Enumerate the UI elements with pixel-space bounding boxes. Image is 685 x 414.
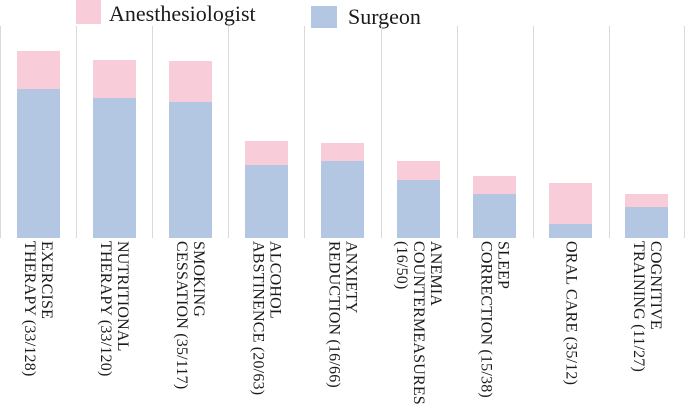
- x-axis-label: SMOKING CESSATION (35/117): [173, 241, 208, 390]
- bar-segment-surgeon: [473, 193, 517, 238]
- gridline: [228, 26, 229, 238]
- bar-segment-surgeon: [244, 164, 288, 238]
- bar-segment-surgeon: [92, 98, 136, 238]
- bar-segment-surgeon: [625, 206, 669, 238]
- bar-segment-surgeon: [397, 179, 441, 238]
- x-axis-label-column: ALCOHOL ABSTINENCE (20/63): [228, 238, 304, 414]
- plot-area: [0, 26, 685, 238]
- bar-segment-surgeon: [549, 224, 593, 238]
- bar-segment-anesthesiologist: [473, 176, 517, 194]
- x-axis-labels: EXERCISE THERAPY (33/128) NUTRITIONAL THE…: [0, 238, 685, 414]
- legend-label-anesthesiologist: Anesthesiologist: [109, 1, 256, 26]
- bar-segment-anesthesiologist: [92, 59, 136, 99]
- legend-label-surgeon: Surgeon: [348, 4, 421, 29]
- x-axis-label: EXERCISE THERAPY (33/128): [21, 241, 56, 377]
- bar-segment-anesthesiologist: [16, 50, 60, 89]
- x-axis-label-column: ANEMIA COUNTERMEASURES (16/50): [381, 238, 457, 414]
- x-axis-label-column: SMOKING CESSATION (35/117): [152, 238, 228, 414]
- gridline: [609, 26, 610, 238]
- bar-segment-anesthesiologist: [397, 161, 441, 180]
- x-axis-label-column: COGNITIVE TRAINING (11/27): [609, 238, 685, 414]
- bar-segment-anesthesiologist: [321, 142, 364, 162]
- bar-segment-surgeon: [321, 161, 364, 238]
- x-axis-label: ALCOHOL ABSTINENCE (20/63): [249, 241, 284, 396]
- x-axis-label-column: ORAL CARE (35/12): [533, 238, 609, 414]
- x-axis-label-column: EXERCISE THERAPY (33/128): [0, 238, 76, 414]
- legend-swatch-surgeon: [311, 6, 337, 28]
- x-axis-label: ANXIETY REDUCTION (16/66): [325, 241, 360, 388]
- x-axis-label: SLEEP CORRECTION (15/38): [477, 241, 512, 398]
- bar-segment-anesthesiologist: [549, 183, 593, 224]
- x-axis-label: NUTRITIONAL THERAPY (33/120): [97, 241, 132, 377]
- x-axis-label-column: ANXIETY REDUCTION (16/66): [304, 238, 380, 414]
- bar-segment-anesthesiologist: [244, 141, 288, 165]
- bar-segment-surgeon: [168, 101, 212, 238]
- gridline: [76, 26, 77, 238]
- x-axis-label: ANEMIA COUNTERMEASURES (16/50): [393, 241, 445, 405]
- gridline: [533, 26, 534, 238]
- bar-segment-anesthesiologist: [168, 60, 212, 102]
- legend-swatch-anesthesiologist: [76, 0, 101, 24]
- x-axis-label: ORAL CARE (35/12): [562, 241, 580, 386]
- x-axis-label-column: NUTRITIONAL THERAPY (33/120): [76, 238, 152, 414]
- gridline: [0, 26, 1, 238]
- bar-segment-anesthesiologist: [625, 193, 669, 207]
- gridline: [381, 26, 382, 238]
- gridline: [152, 26, 153, 238]
- bar-segment-surgeon: [16, 88, 60, 238]
- x-axis-label: COGNITIVE TRAINING (11/27): [629, 241, 664, 373]
- gridline: [457, 26, 458, 238]
- gridline: [304, 26, 305, 238]
- x-axis-label-column: SLEEP CORRECTION (15/38): [457, 238, 533, 414]
